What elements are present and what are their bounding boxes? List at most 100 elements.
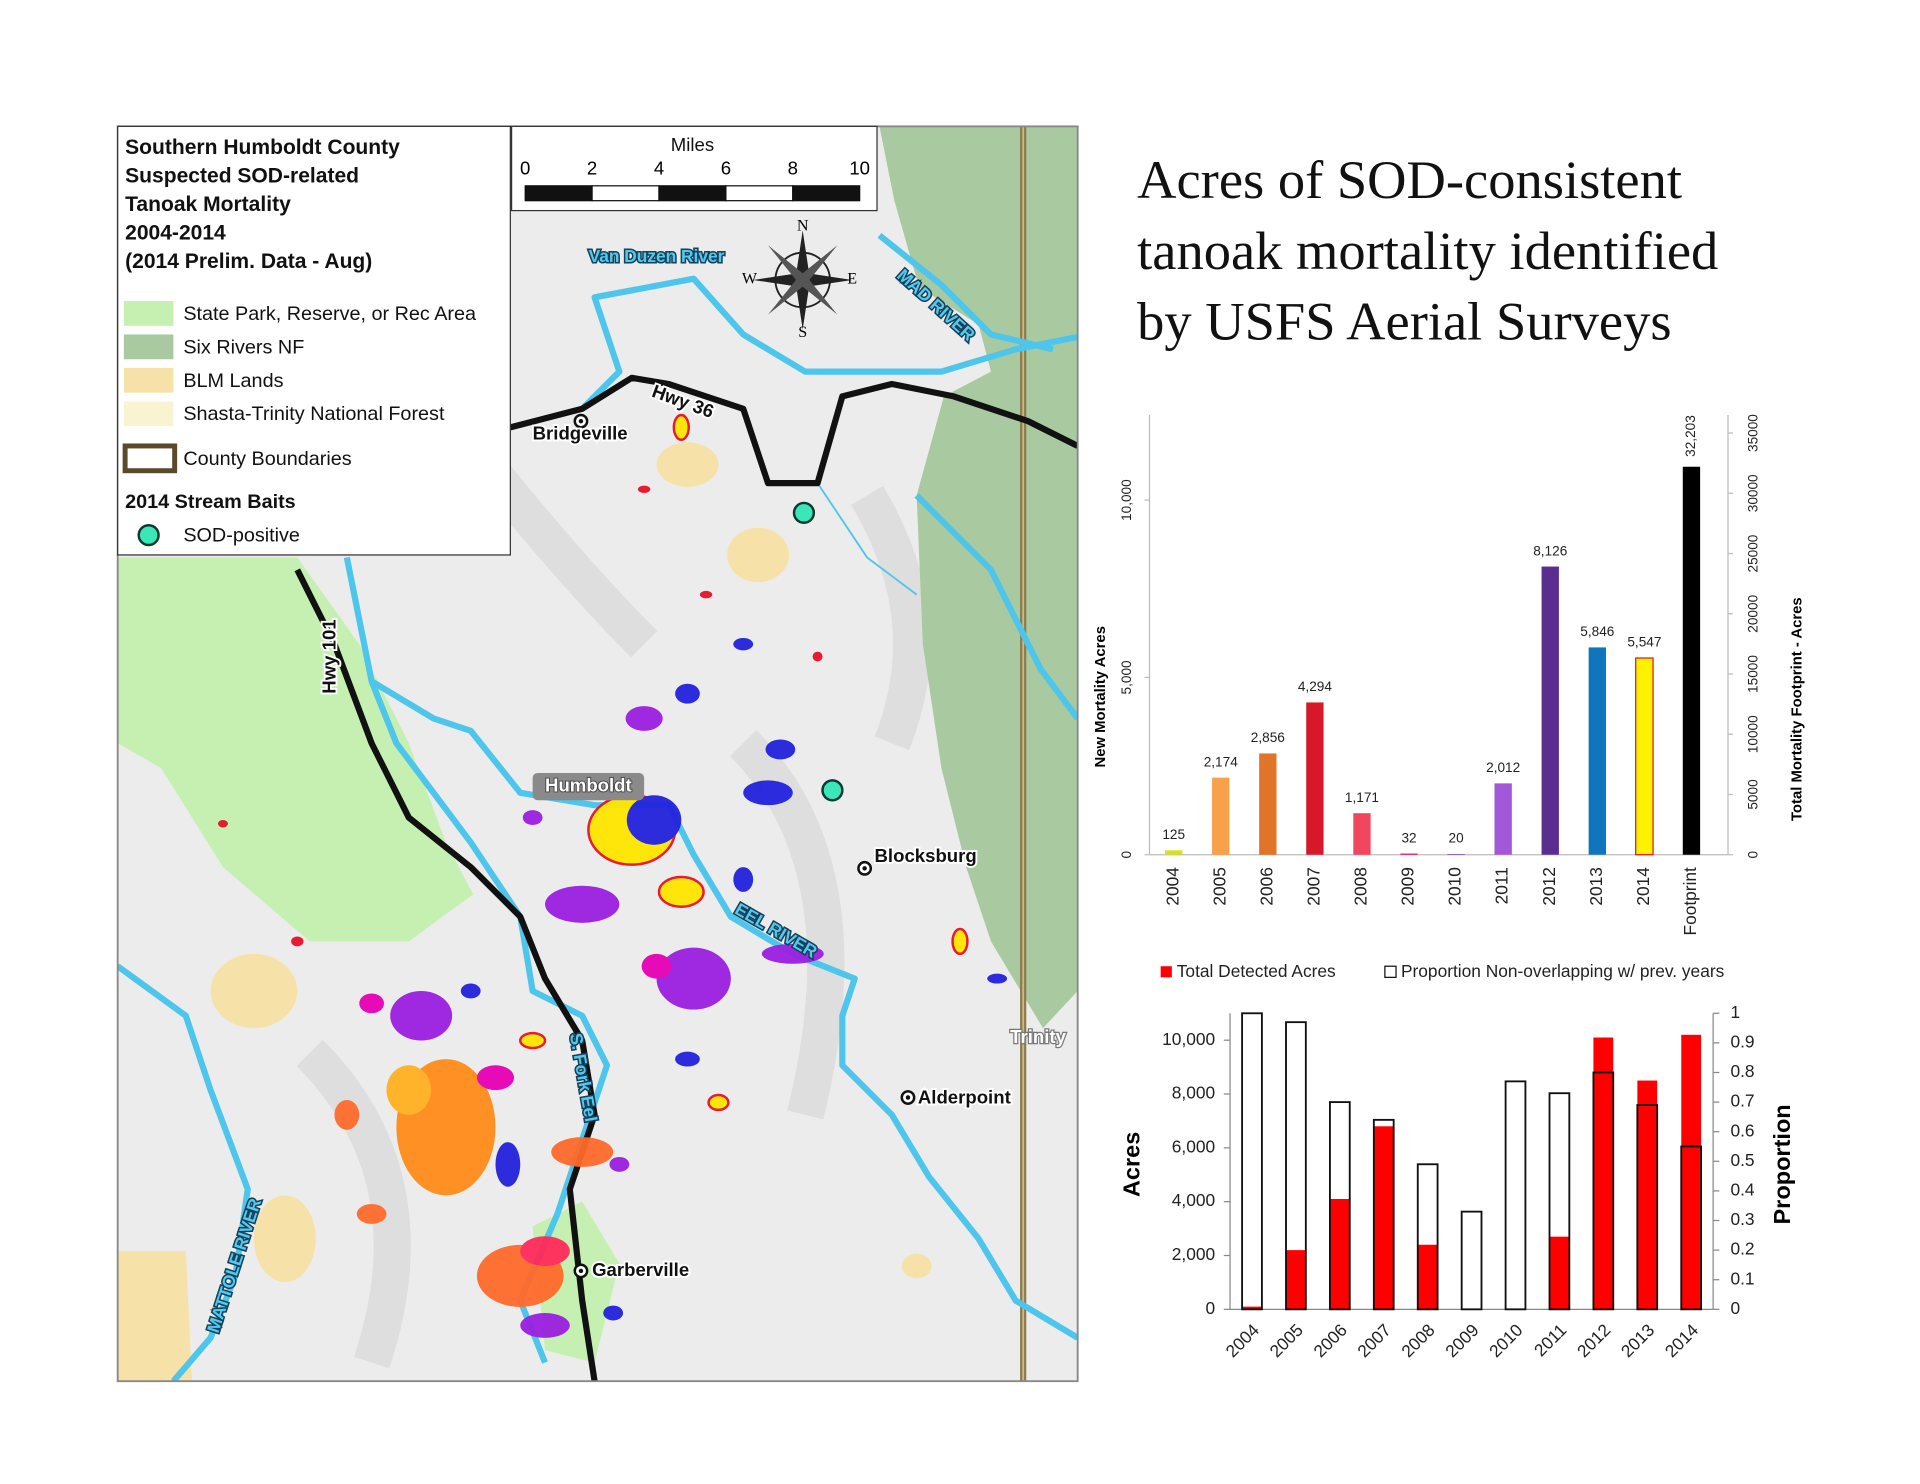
map-shape xyxy=(117,557,474,942)
map-shape xyxy=(532,772,645,801)
value-label: 32 xyxy=(1401,830,1416,845)
bar xyxy=(1637,1080,1658,1310)
value-label: 2,856 xyxy=(1251,730,1285,745)
map-shape xyxy=(123,367,174,393)
scale-segment xyxy=(792,185,861,202)
map-label: State Park, Reserve, or Rec Area xyxy=(183,303,477,325)
map-shape xyxy=(699,590,713,599)
bar xyxy=(1681,1034,1702,1310)
bar xyxy=(1353,813,1371,855)
x-tick-label: 2010 xyxy=(1485,1320,1526,1361)
bar xyxy=(1588,647,1606,855)
x-tick-label: 2014 xyxy=(1633,867,1653,906)
bar xyxy=(1460,1210,1483,1311)
map-shape xyxy=(675,683,700,704)
map-shape xyxy=(117,442,932,1382)
bar xyxy=(1548,1092,1571,1311)
bar xyxy=(1593,1037,1614,1310)
map-label: 2004-2014 xyxy=(125,222,226,245)
x-tick-label: 2006 xyxy=(1256,867,1276,906)
y2-tick-label: 0.7 xyxy=(1730,1091,1754,1111)
x-tick-label: 2009 xyxy=(1398,867,1418,906)
y-tick-label: 6,000 xyxy=(1172,1136,1215,1156)
map-shape xyxy=(672,413,690,441)
map-shape xyxy=(625,706,663,731)
map-shape xyxy=(291,936,304,947)
bar xyxy=(1400,853,1418,855)
map-shape xyxy=(656,442,719,487)
map-shape xyxy=(901,1253,932,1279)
map-shape xyxy=(137,523,160,547)
map-shape xyxy=(609,1156,630,1172)
value-label: 5,547 xyxy=(1627,635,1661,650)
map-shape xyxy=(122,443,178,474)
bar xyxy=(1165,850,1183,855)
map-label: Southern Humboldt County xyxy=(125,136,400,159)
y2-tick-label: 35000 xyxy=(1746,414,1761,452)
y2-axis-title: Proportion xyxy=(1769,1104,1795,1224)
scale-segment xyxy=(725,185,794,202)
bar xyxy=(1549,1236,1570,1310)
map-shape xyxy=(733,867,754,892)
legend-swatch xyxy=(1160,966,1172,978)
y-tick-label: 2,000 xyxy=(1172,1244,1215,1264)
map-shape xyxy=(727,527,790,583)
map-label: S xyxy=(798,324,807,341)
y-axis-title: New Mortality Acres xyxy=(1093,626,1109,767)
map-shape xyxy=(386,1065,432,1115)
x-tick-label: 2009 xyxy=(1441,1320,1482,1361)
y2-tick-label: 0 xyxy=(1746,851,1761,859)
map-label: County Boundaries xyxy=(183,448,351,470)
map-shape xyxy=(812,651,823,662)
map-shape xyxy=(390,990,453,1041)
map-shape xyxy=(761,943,824,964)
y-tick-label: 0 xyxy=(1119,851,1134,859)
value-label: 32,203 xyxy=(1683,415,1698,457)
value-label: 1,171 xyxy=(1345,790,1379,805)
bar xyxy=(1635,657,1654,856)
y2-tick-label: 15000 xyxy=(1746,655,1761,693)
map-shape xyxy=(821,779,844,802)
bar xyxy=(1592,1071,1615,1311)
y2-tick-label: 0.2 xyxy=(1730,1239,1754,1259)
map-shape xyxy=(117,232,1078,1382)
map-shape xyxy=(460,983,481,999)
map-label: Alderpoint xyxy=(918,1087,1011,1108)
map-shape xyxy=(123,334,174,360)
map: Van Duzen River MAD RIVER Hwy 36 Bridgev… xyxy=(117,126,1078,1382)
x-tick-label: Footprint xyxy=(1680,867,1700,936)
bar xyxy=(1259,753,1277,855)
scale-label: 8 xyxy=(788,158,798,179)
map-shape xyxy=(768,245,838,315)
map-label: 2014 Stream Baits xyxy=(125,491,296,513)
y2-tick-label: 0.6 xyxy=(1730,1120,1754,1140)
map-shape xyxy=(359,993,384,1014)
map-shape xyxy=(522,810,543,825)
map-shape xyxy=(675,1051,700,1067)
y2-tick-label: 20000 xyxy=(1746,594,1761,632)
x-tick-label: 2008 xyxy=(1397,1320,1438,1361)
map-label: Blocksburg xyxy=(875,845,977,866)
map-label: Tanoak Mortality xyxy=(125,193,291,216)
scale-label: 6 xyxy=(721,158,731,179)
map-shape xyxy=(294,374,1078,1382)
map-shape xyxy=(637,485,651,494)
x-tick-label: 2012 xyxy=(1539,867,1559,906)
x-tick-label: 2011 xyxy=(1492,867,1512,904)
map-shape xyxy=(656,947,731,1010)
map-label: (2014 Prelim. Data - Aug) xyxy=(125,250,372,273)
map-label: Humboldt xyxy=(545,774,632,795)
map-shape xyxy=(476,1065,515,1091)
map-shape xyxy=(626,795,682,845)
bar xyxy=(1242,1306,1262,1310)
y2-tick-label: 0.5 xyxy=(1730,1150,1754,1170)
map-shape xyxy=(641,953,672,979)
bar xyxy=(1447,854,1465,855)
bar xyxy=(1416,1163,1439,1311)
map-shape xyxy=(733,637,754,651)
map-shape xyxy=(117,963,251,1382)
x-tick-label: 2007 xyxy=(1353,1320,1394,1361)
map-label: Hwy 101 xyxy=(319,619,340,693)
